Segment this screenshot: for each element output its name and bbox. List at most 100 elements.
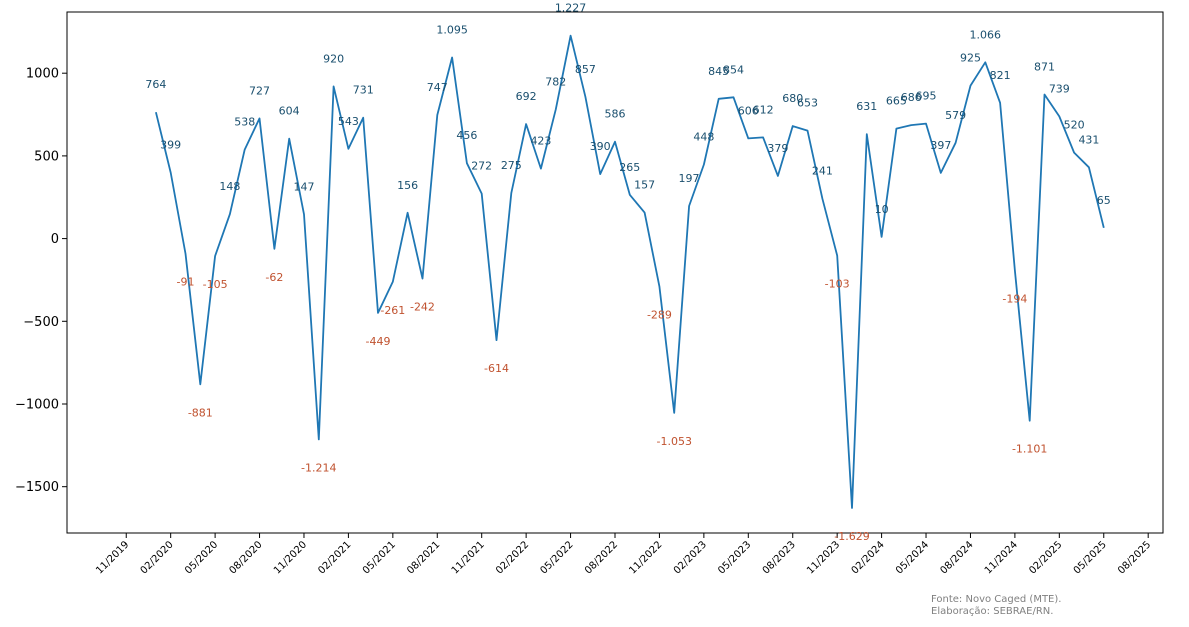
data-label: 448 xyxy=(693,130,714,143)
y-axis: 1000 500 0 −500 −1000 −1500 xyxy=(15,67,67,495)
x-tick-label: 05/2020 xyxy=(183,539,220,576)
data-label: -1.629 xyxy=(834,530,869,543)
data-label: 148 xyxy=(219,180,240,193)
data-label: 157 xyxy=(634,179,655,192)
y-tick-label: −500 xyxy=(23,315,59,330)
data-label: 423 xyxy=(530,135,551,148)
data-label: -105 xyxy=(203,278,228,291)
data-label: 147 xyxy=(293,180,314,193)
data-label: 606 xyxy=(738,104,759,117)
x-tick-label: 11/2024 xyxy=(983,539,1020,576)
data-label: -91 xyxy=(177,276,195,289)
x-tick-label: 02/2024 xyxy=(850,539,887,576)
x-tick-label: 08/2025 xyxy=(1116,539,1153,576)
data-label: 65 xyxy=(1097,194,1111,207)
data-label: -103 xyxy=(825,278,850,291)
data-label: -261 xyxy=(380,304,405,317)
data-label: 397 xyxy=(930,139,951,152)
x-tick-label: 08/2021 xyxy=(405,539,442,576)
data-label: -1.053 xyxy=(657,435,692,448)
data-label: 275 xyxy=(501,159,522,172)
data-label: 731 xyxy=(353,84,374,97)
data-label: -289 xyxy=(647,308,672,321)
data-label: 1.066 xyxy=(970,28,1002,41)
data-label: 265 xyxy=(619,161,640,174)
data-label: 390 xyxy=(590,140,611,153)
data-label: -194 xyxy=(1002,293,1027,306)
x-tick-label: 02/2023 xyxy=(672,539,709,576)
x-tick-label: 08/2022 xyxy=(583,539,620,576)
data-label: 680 xyxy=(782,92,803,105)
data-label: 739 xyxy=(1049,82,1070,95)
x-tick-label: 08/2023 xyxy=(761,539,798,576)
x-tick-label: 11/2020 xyxy=(272,539,309,576)
data-label: 871 xyxy=(1034,61,1055,74)
data-label: -1.214 xyxy=(301,461,336,474)
data-label: -62 xyxy=(265,271,283,284)
data-label: 431 xyxy=(1078,133,1099,146)
x-tick-label: 08/2024 xyxy=(938,539,975,576)
credit-text: Elaboração: SEBRAE/RN. xyxy=(931,606,1054,617)
data-labels: 764 399 -91 -881 -105 148 538 727 -62 604 147 -1.21… xyxy=(145,2,1110,543)
data-label: 520 xyxy=(1064,119,1085,132)
data-label: 197 xyxy=(679,172,700,185)
y-tick-label: −1000 xyxy=(15,397,59,412)
data-label: 272 xyxy=(471,160,492,173)
data-label: 695 xyxy=(916,90,937,103)
data-label: 1.095 xyxy=(436,23,468,36)
data-label: 612 xyxy=(753,103,774,116)
x-tick-label: 02/2025 xyxy=(1027,539,1064,576)
y-tick-label: 0 xyxy=(51,232,59,247)
data-label: 747 xyxy=(427,81,448,94)
data-label: 631 xyxy=(856,100,877,113)
y-tick-label: −1500 xyxy=(15,480,59,495)
data-label: 920 xyxy=(323,52,344,65)
x-tick-label: 11/2021 xyxy=(450,539,487,576)
data-label: -242 xyxy=(410,301,435,314)
x-tick-label: 05/2024 xyxy=(894,539,931,576)
x-tick-label: 02/2021 xyxy=(316,539,353,576)
data-label: 925 xyxy=(960,52,981,65)
data-label: 686 xyxy=(901,91,922,104)
x-tick-label: 11/2022 xyxy=(627,539,664,576)
data-label: -449 xyxy=(366,335,391,348)
x-tick-label: 05/2025 xyxy=(1072,539,1109,576)
data-label: 1.227 xyxy=(555,2,587,15)
data-label: 156 xyxy=(397,179,418,192)
x-tick-label: 05/2023 xyxy=(716,539,753,576)
data-label: 10 xyxy=(875,203,889,216)
data-label: -1.101 xyxy=(1012,443,1047,456)
data-label: 782 xyxy=(545,75,566,88)
plot-area xyxy=(66,11,1164,534)
data-label: 665 xyxy=(886,95,907,108)
data-label: 538 xyxy=(234,116,255,129)
x-tick-label: 02/2022 xyxy=(494,539,531,576)
y-tick-label: 1000 xyxy=(26,67,59,82)
data-label: 579 xyxy=(945,109,966,122)
source-text: Fonte: Novo Caged (MTE). xyxy=(931,594,1062,605)
data-label: 854 xyxy=(723,63,744,76)
data-label: 845 xyxy=(708,65,729,78)
data-label: 692 xyxy=(516,90,537,103)
footer-note: Fonte: Novo Caged (MTE). Elaboração: SEB… xyxy=(931,594,1061,618)
data-label: 604 xyxy=(279,105,300,118)
data-label: 764 xyxy=(145,78,166,91)
data-label: 456 xyxy=(456,129,477,142)
x-tick-label: 11/2023 xyxy=(805,539,842,576)
data-label: 821 xyxy=(990,69,1011,82)
x-tick-label: 05/2022 xyxy=(539,539,576,576)
data-label: 857 xyxy=(575,63,596,76)
y-tick-label: 500 xyxy=(34,149,59,164)
x-tick-label: 02/2020 xyxy=(139,539,176,576)
x-tick-label: 11/2019 xyxy=(94,539,131,576)
data-label: 586 xyxy=(605,108,626,121)
data-label: 241 xyxy=(812,165,833,178)
data-label: 543 xyxy=(338,115,359,128)
data-label: 379 xyxy=(767,142,788,155)
x-tick-label: 08/2020 xyxy=(228,539,265,576)
data-label: 727 xyxy=(249,84,270,97)
data-label: -614 xyxy=(484,362,509,375)
x-axis: 11/2019 02/2020 05/2020 08/2020 11/2020 02/20… xyxy=(94,533,1153,576)
x-tick-label: 05/2021 xyxy=(361,539,398,576)
